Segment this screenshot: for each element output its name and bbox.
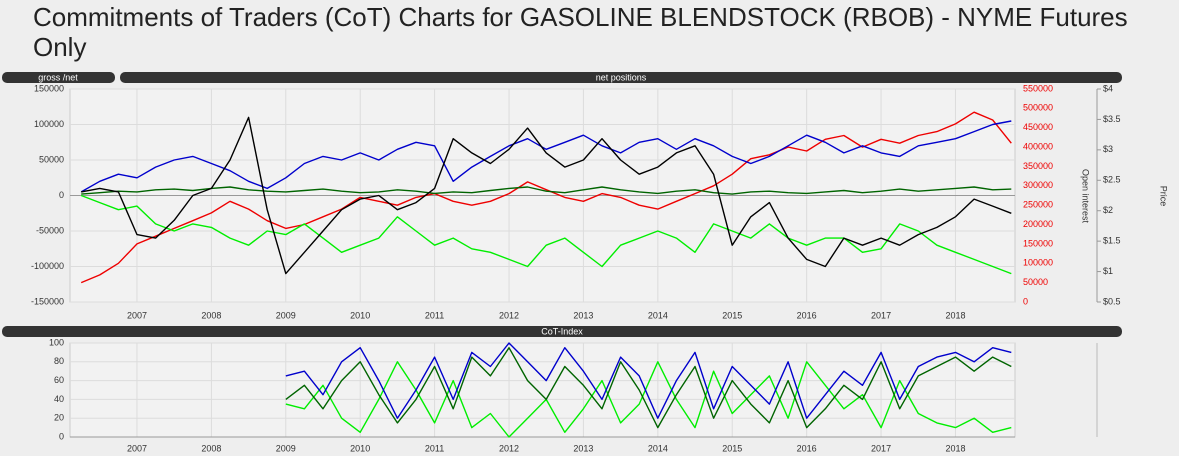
y3-tick-label: $3.5 bbox=[1103, 114, 1121, 124]
x-tick-label: 2011 bbox=[425, 310, 444, 320]
series-line bbox=[81, 116, 1012, 275]
series-line bbox=[80, 120, 1012, 193]
y2-tick-label: 200000 bbox=[1023, 219, 1053, 229]
y-tick-label: 80 bbox=[54, 356, 64, 366]
x-tick-label: 2014 bbox=[648, 310, 668, 320]
y2-tick-label: 50000 bbox=[1023, 277, 1048, 287]
series-line bbox=[80, 194, 1012, 275]
series-line bbox=[285, 347, 1012, 429]
panel-title: net positions bbox=[596, 72, 647, 82]
x-tick-label: 2008 bbox=[201, 443, 221, 453]
x-tick-label: 2016 bbox=[797, 443, 817, 453]
page-title: Commitments of Traders (CoT) Charts for … bbox=[33, 2, 1128, 62]
x-tick-label: 2013 bbox=[573, 310, 593, 320]
plot-area bbox=[69, 342, 1016, 438]
x-tick-label: 2018 bbox=[945, 443, 965, 453]
x-tick-label: 2009 bbox=[276, 443, 296, 453]
x-tick-label: 2007 bbox=[127, 443, 147, 453]
y3-tick-label: $3 bbox=[1103, 144, 1113, 154]
x-tick-label: 2010 bbox=[350, 310, 370, 320]
y2-tick-label: 0 bbox=[1023, 296, 1028, 306]
y3-tick-label: $0.5 bbox=[1103, 296, 1121, 306]
x-tick-label: 2012 bbox=[499, 310, 519, 320]
x-tick-label: 2008 bbox=[201, 310, 221, 320]
panel-bar bbox=[120, 72, 1122, 83]
y2-tick-label: 400000 bbox=[1023, 141, 1053, 151]
y2-tick-label: 550000 bbox=[1023, 83, 1053, 93]
y3-axis-label: Price bbox=[1159, 186, 1169, 207]
y2-tick-label: 100000 bbox=[1023, 258, 1053, 268]
panel-bar bbox=[2, 326, 1122, 337]
y2-tick-label: 350000 bbox=[1023, 161, 1053, 171]
y-tick-label: 150000 bbox=[34, 83, 64, 93]
y3-tick-label: $1.5 bbox=[1103, 236, 1121, 246]
tab-bar[interactable] bbox=[2, 72, 115, 83]
x-tick-label: 2009 bbox=[276, 310, 296, 320]
series-line bbox=[80, 111, 1012, 284]
series-line bbox=[81, 186, 1012, 195]
x-tick-label: 2011 bbox=[425, 443, 444, 453]
x-tick-label: 2012 bbox=[499, 443, 519, 453]
x-tick-label: 2017 bbox=[871, 443, 891, 453]
y-tick-label: 100 bbox=[49, 337, 64, 347]
panel-title: CoT-Index bbox=[541, 326, 583, 336]
x-tick-label: 2018 bbox=[945, 310, 965, 320]
y-tick-label: 0 bbox=[59, 190, 64, 200]
y2-tick-label: 150000 bbox=[1023, 238, 1053, 248]
y3-tick-label: $2.5 bbox=[1103, 175, 1121, 185]
y2-axis-label: Open interest bbox=[1081, 169, 1091, 224]
y-tick-label: 60 bbox=[54, 375, 64, 385]
y-tick-label: 50000 bbox=[39, 154, 64, 164]
x-tick-label: 2015 bbox=[722, 443, 742, 453]
series-line bbox=[285, 361, 1012, 438]
y2-tick-label: 250000 bbox=[1023, 200, 1053, 210]
x-tick-label: 2015 bbox=[722, 310, 742, 320]
x-tick-label: 2017 bbox=[871, 310, 891, 320]
y-tick-label: -150000 bbox=[31, 296, 64, 306]
y-tick-label: 40 bbox=[54, 394, 64, 404]
y-tick-label: 0 bbox=[59, 431, 64, 441]
tab-label[interactable]: gross /net bbox=[38, 72, 78, 82]
x-tick-label: 2016 bbox=[797, 310, 817, 320]
y3-tick-label: $2 bbox=[1103, 205, 1113, 215]
y2-tick-label: 500000 bbox=[1023, 103, 1053, 113]
series-line bbox=[285, 342, 1012, 419]
y3-tick-label: $1 bbox=[1103, 266, 1113, 276]
x-tick-label: 2007 bbox=[127, 310, 147, 320]
y-tick-label: -50000 bbox=[36, 225, 64, 235]
y3-tick-label: $4 bbox=[1103, 83, 1113, 93]
x-tick-label: 2014 bbox=[648, 443, 668, 453]
x-tick-label: 2013 bbox=[573, 443, 593, 453]
y-tick-label: 100000 bbox=[34, 119, 64, 129]
y2-tick-label: 300000 bbox=[1023, 180, 1053, 190]
y-tick-label: 20 bbox=[54, 413, 64, 423]
x-tick-label: 2010 bbox=[350, 443, 370, 453]
y-tick-label: -100000 bbox=[31, 261, 64, 271]
y2-tick-label: 450000 bbox=[1023, 122, 1053, 132]
